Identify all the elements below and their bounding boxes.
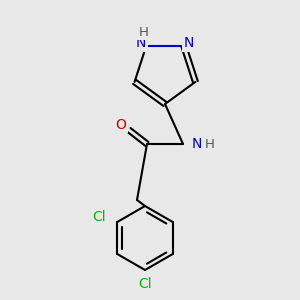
Text: H: H [138,26,148,39]
Text: H: H [205,137,215,151]
Text: N: N [136,36,146,50]
Text: N: N [192,137,202,151]
Text: O: O [116,118,126,132]
Text: N: N [184,36,194,50]
Text: Cl: Cl [138,277,152,291]
Text: Cl: Cl [92,210,106,224]
